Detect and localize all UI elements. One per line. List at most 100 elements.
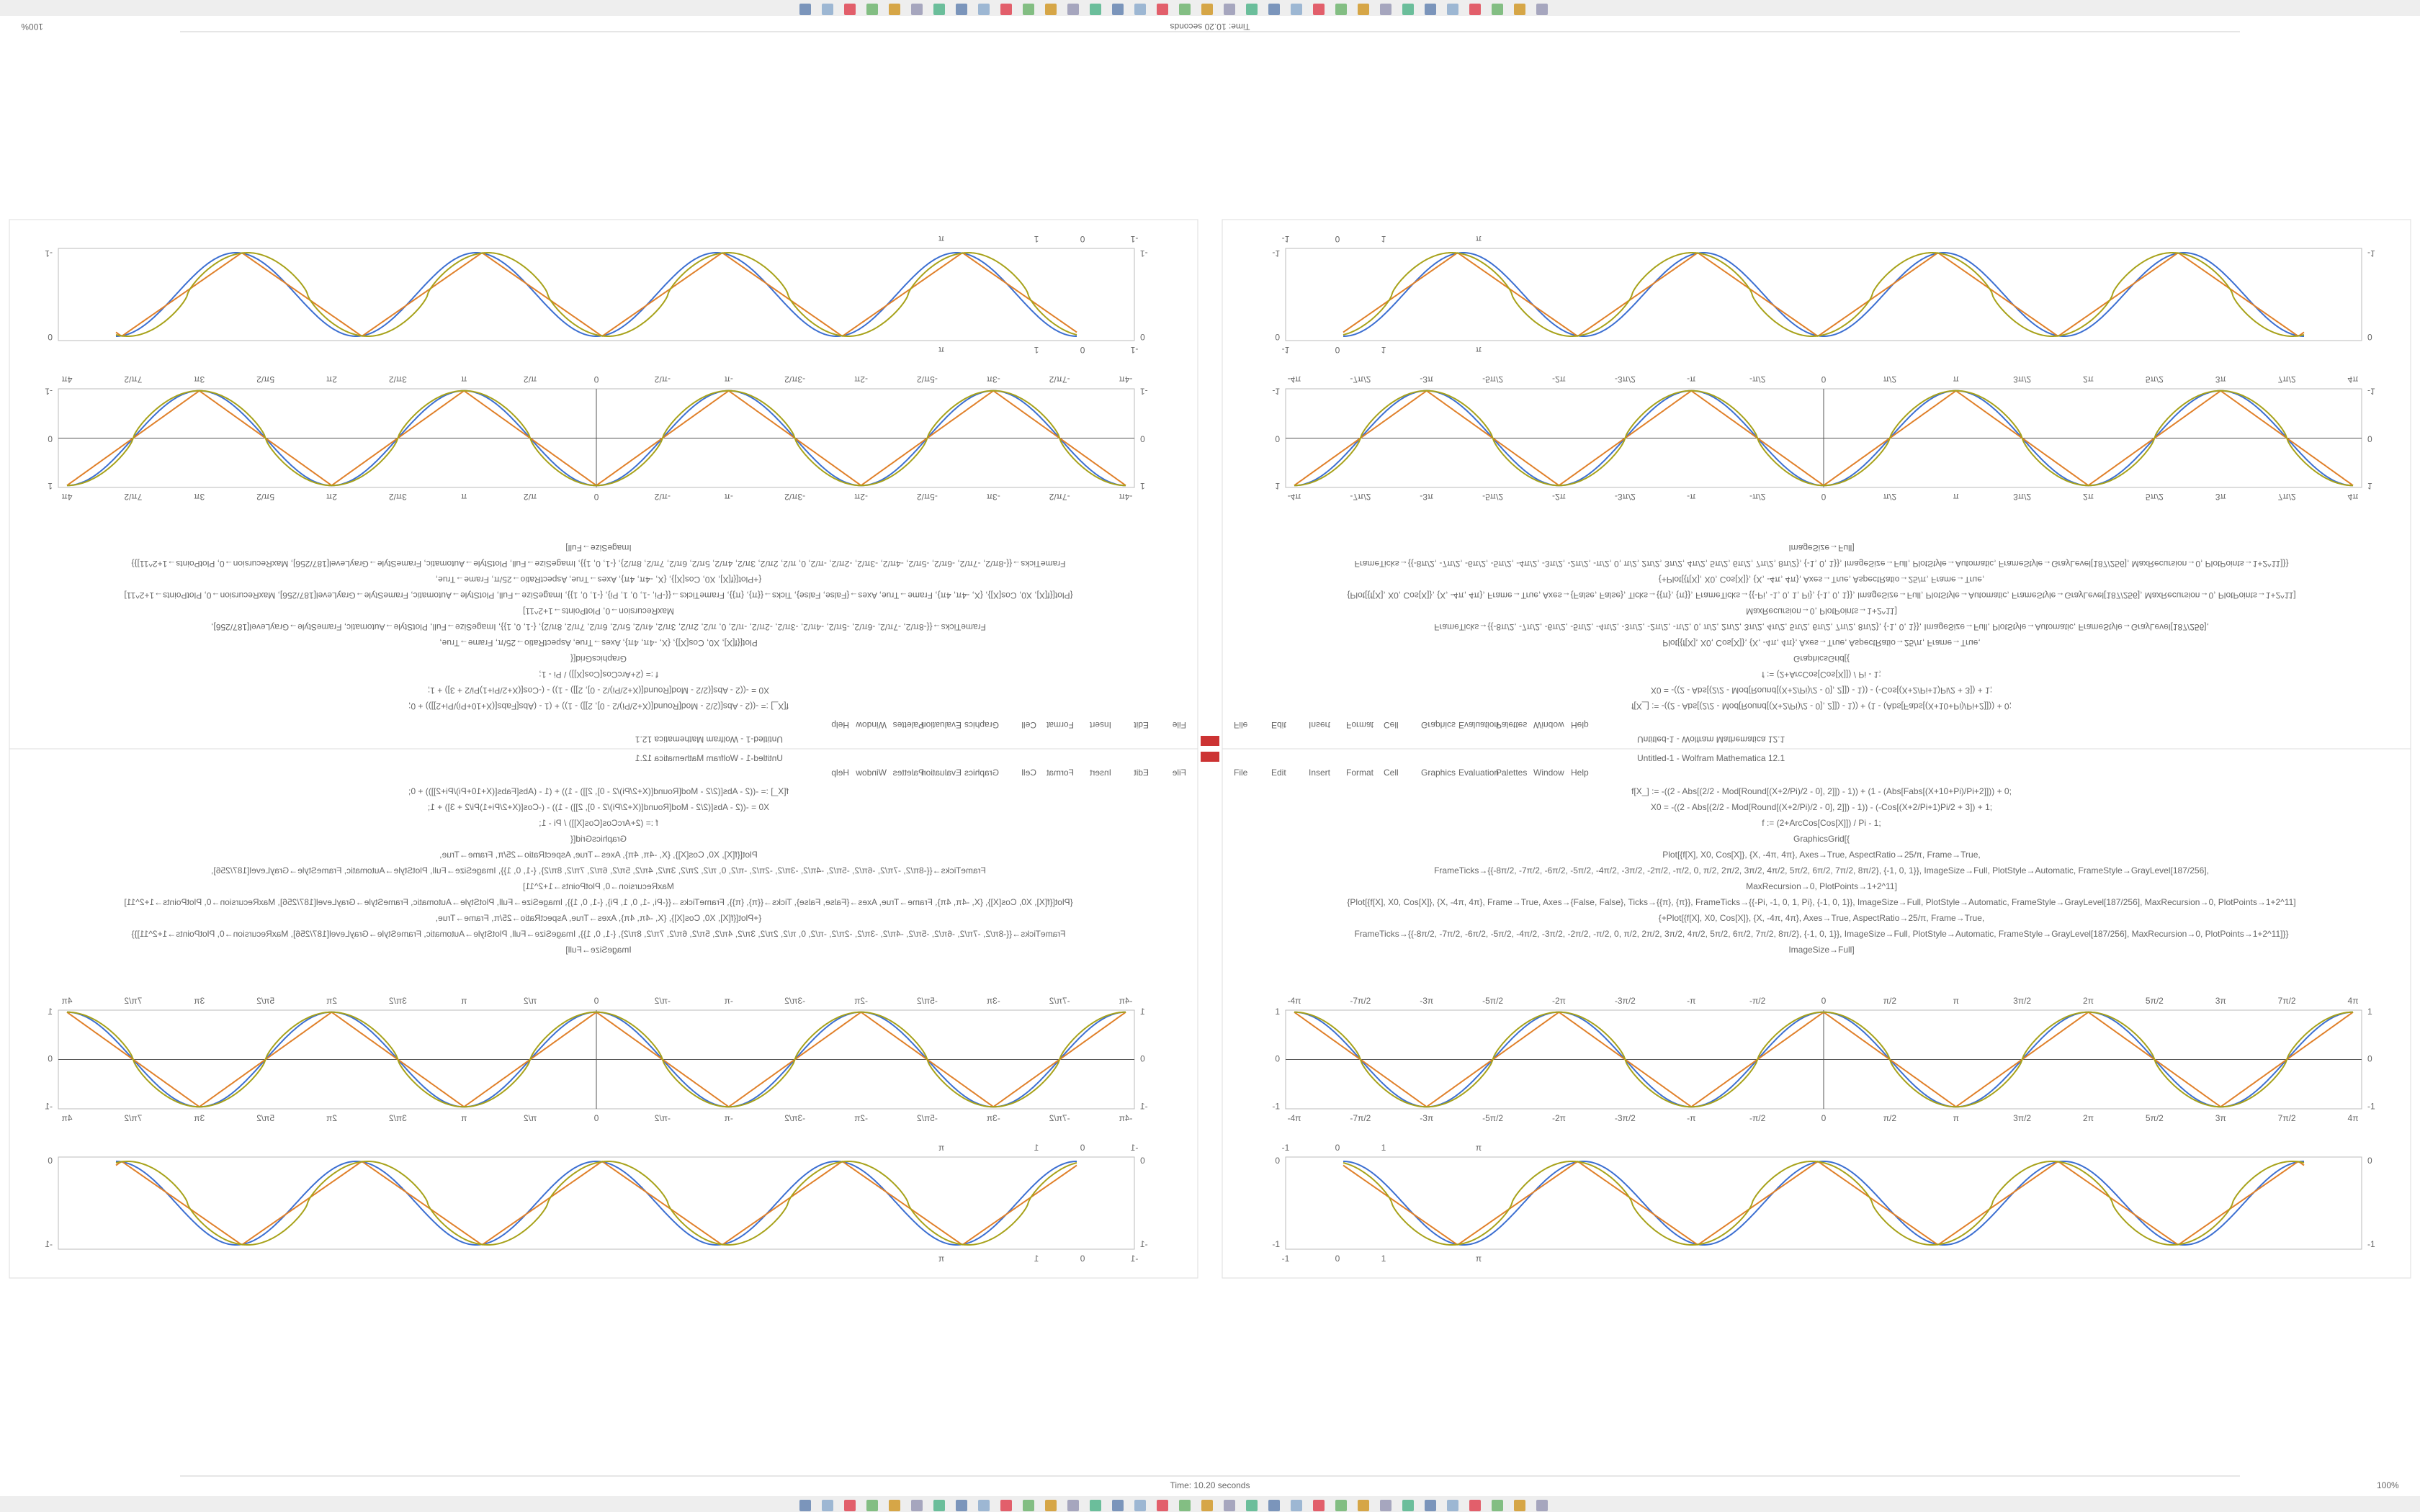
- taskbar-icon[interactable]: [911, 4, 923, 15]
- menu-item[interactable]: Window: [1533, 720, 1564, 730]
- taskbar-icon[interactable]: [844, 1500, 856, 1511]
- taskbar-icon[interactable]: [1492, 4, 1503, 15]
- menu-item[interactable]: Graphics: [964, 768, 999, 778]
- menu-item[interactable]: Evaluation: [921, 768, 962, 778]
- menu-item[interactable]: Format: [1046, 720, 1074, 730]
- taskbar-icon[interactable]: [933, 1500, 945, 1511]
- taskbar-icon[interactable]: [1514, 1500, 1525, 1511]
- taskbar-icon[interactable]: [1335, 1500, 1347, 1511]
- taskbar-icon[interactable]: [1045, 4, 1057, 15]
- menu-item[interactable]: Insert: [1309, 720, 1331, 730]
- close-button[interactable]: [1209, 752, 1219, 762]
- menu-item[interactable]: Cell: [1021, 768, 1036, 778]
- taskbar-icon[interactable]: [933, 4, 945, 15]
- close-button[interactable]: [1201, 736, 1211, 746]
- taskbar-icon[interactable]: [889, 1500, 900, 1511]
- taskbar-icon[interactable]: [1112, 1500, 1124, 1511]
- taskbar-icon[interactable]: [1134, 4, 1146, 15]
- taskbar-icon[interactable]: [1536, 4, 1548, 15]
- menu-item[interactable]: Window: [856, 768, 887, 778]
- taskbar-icon[interactable]: [1447, 4, 1458, 15]
- menu-item[interactable]: Insert: [1309, 768, 1331, 778]
- taskbar-icon[interactable]: [911, 1500, 923, 1511]
- taskbar-icon[interactable]: [866, 4, 878, 15]
- taskbar-icon[interactable]: [1179, 1500, 1191, 1511]
- taskbar-icon[interactable]: [1023, 1500, 1034, 1511]
- taskbar-icon[interactable]: [1469, 4, 1481, 15]
- menu-item[interactable]: Format: [1346, 768, 1374, 778]
- taskbar-icon[interactable]: [1536, 1500, 1548, 1511]
- taskbar-icon[interactable]: [1023, 4, 1034, 15]
- taskbar-icon[interactable]: [1090, 1500, 1101, 1511]
- menu-item[interactable]: File: [1172, 768, 1186, 778]
- taskbar-icon[interactable]: [799, 4, 811, 15]
- menu-item[interactable]: Palettes: [1496, 720, 1527, 730]
- taskbar-icon[interactable]: [1425, 4, 1436, 15]
- menu-item[interactable]: Help: [1571, 720, 1589, 730]
- menu-item[interactable]: Insert: [1089, 768, 1111, 778]
- menu-item[interactable]: Edit: [1134, 768, 1149, 778]
- menu-item[interactable]: File: [1234, 720, 1248, 730]
- taskbar-icon[interactable]: [956, 1500, 967, 1511]
- close-button[interactable]: [1209, 736, 1219, 746]
- menu-item[interactable]: Edit: [1271, 768, 1286, 778]
- menu-item[interactable]: Palettes: [893, 768, 924, 778]
- taskbar-icon[interactable]: [1268, 4, 1280, 15]
- menu-item[interactable]: Evaluation: [1458, 720, 1499, 730]
- taskbar-icon[interactable]: [1425, 1500, 1436, 1511]
- taskbar-icon[interactable]: [1134, 1500, 1146, 1511]
- taskbar-icon[interactable]: [1268, 1500, 1280, 1511]
- menu-item[interactable]: Cell: [1384, 720, 1399, 730]
- taskbar-icon[interactable]: [1313, 4, 1325, 15]
- taskbar-icon[interactable]: [1313, 1500, 1325, 1511]
- taskbar-icon[interactable]: [1291, 1500, 1302, 1511]
- taskbar-icon[interactable]: [1090, 4, 1101, 15]
- taskbar-icon[interactable]: [1112, 4, 1124, 15]
- taskbar-icon[interactable]: [822, 1500, 833, 1511]
- menu-item[interactable]: Cell: [1384, 768, 1399, 778]
- taskbar-icon[interactable]: [1335, 4, 1347, 15]
- taskbar-icon[interactable]: [1157, 4, 1168, 15]
- taskbar-icon[interactable]: [1224, 1500, 1235, 1511]
- menu-item[interactable]: Edit: [1134, 720, 1149, 730]
- menu-item[interactable]: Format: [1346, 720, 1374, 730]
- taskbar-icon[interactable]: [1224, 4, 1235, 15]
- taskbar-icon[interactable]: [1157, 1500, 1168, 1511]
- taskbar-icon[interactable]: [1000, 4, 1012, 15]
- taskbar-icon[interactable]: [1469, 1500, 1481, 1511]
- taskbar-icon[interactable]: [1201, 4, 1213, 15]
- taskbar-icon[interactable]: [1179, 4, 1191, 15]
- menu-item[interactable]: Format: [1046, 768, 1074, 778]
- taskbar-icon[interactable]: [1246, 4, 1258, 15]
- taskbar-icon[interactable]: [1067, 4, 1079, 15]
- taskbar-icon[interactable]: [1380, 4, 1392, 15]
- menu-item[interactable]: Help: [831, 720, 849, 730]
- taskbar-icon[interactable]: [844, 4, 856, 15]
- taskbar-icon[interactable]: [978, 1500, 990, 1511]
- menu-item[interactable]: Window: [856, 720, 887, 730]
- menu-item[interactable]: Evaluation: [921, 720, 962, 730]
- taskbar-icon[interactable]: [1514, 4, 1525, 15]
- menu-item[interactable]: File: [1172, 720, 1186, 730]
- close-button[interactable]: [1201, 752, 1211, 762]
- menu-item[interactable]: Palettes: [893, 720, 924, 730]
- taskbar-icon[interactable]: [956, 4, 967, 15]
- menu-item[interactable]: Edit: [1271, 720, 1286, 730]
- menu-item[interactable]: Graphics: [1421, 720, 1456, 730]
- taskbar-icon[interactable]: [1246, 1500, 1258, 1511]
- taskbar-icon[interactable]: [1402, 1500, 1414, 1511]
- menu-item[interactable]: File: [1234, 768, 1248, 778]
- taskbar-icon[interactable]: [978, 4, 990, 15]
- menu-item[interactable]: Help: [1571, 768, 1589, 778]
- taskbar-icon[interactable]: [1291, 4, 1302, 15]
- menu-item[interactable]: Cell: [1021, 720, 1036, 730]
- taskbar-icon[interactable]: [889, 4, 900, 15]
- taskbar-icon[interactable]: [1358, 1500, 1369, 1511]
- menu-item[interactable]: Evaluation: [1458, 768, 1499, 778]
- taskbar-icon[interactable]: [822, 4, 833, 15]
- taskbar-icon[interactable]: [866, 1500, 878, 1511]
- menu-item[interactable]: Graphics: [1421, 768, 1456, 778]
- taskbar-icon[interactable]: [1358, 4, 1369, 15]
- taskbar-icon[interactable]: [1067, 1500, 1079, 1511]
- taskbar-icon[interactable]: [1380, 1500, 1392, 1511]
